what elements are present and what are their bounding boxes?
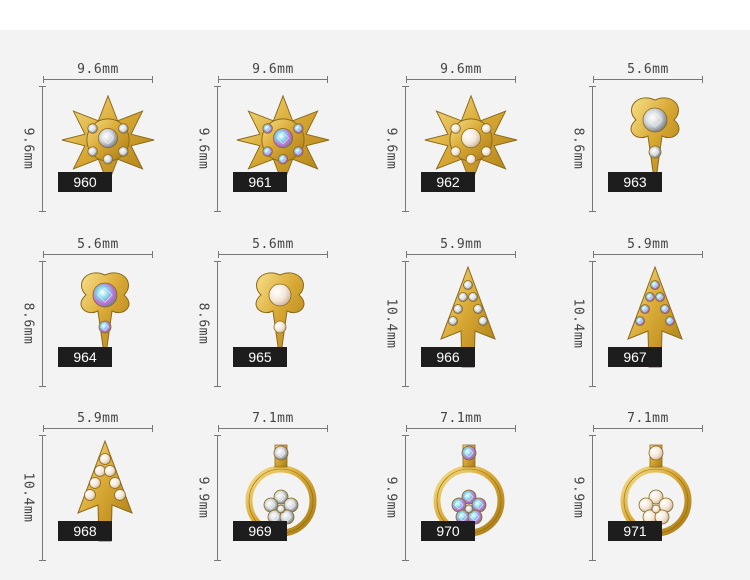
product-code-badge: 963 [608, 172, 662, 192]
width-dimension-line [406, 425, 516, 432]
height-label: 9.9mm [383, 476, 399, 519]
product-code-badge: 960 [58, 172, 112, 192]
product-code-badge: 961 [233, 172, 287, 192]
height-dimension-line [589, 435, 596, 561]
width-dimension-line [218, 425, 328, 432]
width-dimension-line [593, 251, 703, 258]
nail-charm-image [620, 263, 690, 371]
width-label: 5.9mm [627, 237, 669, 252]
width-dimension-line [43, 425, 153, 432]
width-dimension-line [406, 76, 516, 83]
width-dimension-line [218, 251, 328, 258]
product-card: 7.1mm 9.9mm 970 [363, 379, 550, 561]
height-label: 8.6mm [195, 302, 211, 345]
product-card: 9.6mm 9.6mm 961 [175, 30, 362, 212]
height-label: 10.4mm [570, 298, 586, 349]
height-label: 10.4mm [383, 298, 399, 349]
width-label: 7.1mm [627, 411, 669, 426]
height-dimension-line [214, 261, 221, 387]
width-label: 5.9mm [77, 411, 119, 426]
width-label: 5.6mm [627, 62, 669, 77]
nail-charm-image [70, 265, 140, 365]
height-label: 9.6mm [195, 127, 211, 170]
height-label: 9.9mm [570, 476, 586, 519]
width-dimension-line [43, 76, 153, 83]
height-label: 8.6mm [570, 127, 586, 170]
height-dimension-line [402, 86, 409, 212]
height-dimension-line [402, 261, 409, 387]
height-dimension-line [39, 435, 46, 561]
product-code-badge: 970 [421, 521, 475, 541]
nail-charm-image [58, 92, 158, 188]
product-code-badge: 968 [58, 521, 112, 541]
nail-charm-image [429, 439, 509, 547]
product-card: 5.6mm 8.6mm 965 [175, 205, 362, 387]
width-label: 5.9mm [440, 237, 482, 252]
product-card: 5.6mm 8.6mm 963 [550, 30, 737, 212]
height-dimension-line [39, 86, 46, 212]
product-card: 9.6mm 9.6mm 960 [0, 30, 187, 212]
product-card: 7.1mm 9.9mm 969 [175, 379, 362, 561]
height-dimension-line [589, 86, 596, 212]
product-card: 5.9mm 10.4mm 968 [0, 379, 187, 561]
nail-charm-image [421, 92, 521, 188]
height-dimension-line [39, 261, 46, 387]
width-label: 9.6mm [440, 62, 482, 77]
width-dimension-line [218, 76, 328, 83]
width-dimension-line [593, 76, 703, 83]
width-label: 7.1mm [440, 411, 482, 426]
height-label: 10.4mm [20, 472, 36, 523]
height-label: 9.6mm [383, 127, 399, 170]
height-dimension-line [589, 261, 596, 387]
nail-charm-image [620, 90, 690, 190]
width-label: 5.6mm [252, 237, 294, 252]
product-card: 7.1mm 9.9mm 971 [550, 379, 737, 561]
product-sheet: 9.6mm 9.6mm 960 9.6mm 9.6mm 961 9.6mm 9.6mm 962 5… [0, 30, 750, 580]
product-code-badge: 966 [421, 347, 475, 367]
width-dimension-line [593, 425, 703, 432]
height-dimension-line [402, 435, 409, 561]
product-card: 5.9mm 10.4mm 966 [363, 205, 550, 387]
product-code-badge: 965 [233, 347, 287, 367]
height-label: 9.9mm [195, 476, 211, 519]
width-dimension-line [406, 251, 516, 258]
width-label: 7.1mm [252, 411, 294, 426]
width-label: 9.6mm [77, 62, 119, 77]
product-code-badge: 969 [233, 521, 287, 541]
nail-charm-image [233, 92, 333, 188]
width-label: 5.6mm [77, 237, 119, 252]
product-code-badge: 971 [608, 521, 662, 541]
product-code-badge: 967 [608, 347, 662, 367]
height-dimension-line [214, 435, 221, 561]
height-label: 8.6mm [20, 302, 36, 345]
product-code-badge: 962 [421, 172, 475, 192]
height-dimension-line [214, 86, 221, 212]
width-dimension-line [43, 251, 153, 258]
width-label: 9.6mm [252, 62, 294, 77]
product-card: 9.6mm 9.6mm 962 [363, 30, 550, 212]
product-card: 5.9mm 10.4mm 967 [550, 205, 737, 387]
product-card: 5.6mm 8.6mm 964 [0, 205, 187, 387]
product-code-badge: 964 [58, 347, 112, 367]
height-label: 9.6mm [20, 127, 36, 170]
